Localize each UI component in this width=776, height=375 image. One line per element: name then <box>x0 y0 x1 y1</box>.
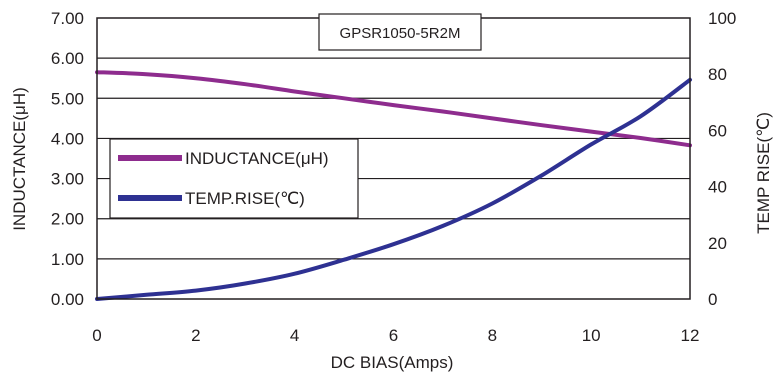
x-axis-label: DC BIAS(Amps) <box>331 353 454 372</box>
y-tick-label: 0.00 <box>51 290 84 309</box>
y2-tick-label: 60 <box>708 121 727 140</box>
y-tick-label: 4.00 <box>51 129 84 148</box>
x-tick-label: 2 <box>191 326 200 345</box>
y2-tick-label: 40 <box>708 178 727 197</box>
y2-tick-label: 0 <box>708 290 717 309</box>
chart-title-box: GPSR1050-5R2M <box>318 13 482 51</box>
legend: INDUCTANCE(μH) TEMP.RISE(℃) <box>109 138 359 219</box>
y-tick-label: 6.00 <box>51 49 84 68</box>
y-axis-ticks: 0.00 1.00 2.00 3.00 4.00 5.00 6.00 7.00 <box>51 9 84 309</box>
y2-axis-ticks: 0 20 40 60 80 100 <box>708 9 736 309</box>
series-line-temp-rise <box>95 77 692 301</box>
x-tick-label: 6 <box>389 326 398 345</box>
y-tick-label: 1.00 <box>51 250 84 269</box>
y2-tick-label: 100 <box>708 9 736 28</box>
chart-title: GPSR1050-5R2M <box>340 25 461 42</box>
y-tick-label: 3.00 <box>51 170 84 189</box>
y2-axis-label: TEMP RISE(℃) <box>754 112 773 234</box>
x-tick-label: 8 <box>488 326 497 345</box>
series-line-inductance <box>95 70 692 148</box>
y-axis-label: INDUCTANCE(μH) <box>10 87 29 231</box>
legend-label-temp-rise: TEMP.RISE(℃) <box>185 189 305 208</box>
y2-tick-label: 20 <box>708 234 727 253</box>
series-layer <box>95 70 692 301</box>
y-tick-label: 5.00 <box>51 89 84 108</box>
x-axis-ticks: 0 2 4 6 8 10 12 <box>92 326 699 345</box>
y2-tick-label: 80 <box>708 65 727 84</box>
y-tick-label: 7.00 <box>51 9 84 28</box>
y-tick-label: 2.00 <box>51 210 84 229</box>
x-tick-label: 0 <box>92 326 101 345</box>
legend-label-inductance: INDUCTANCE(μH) <box>185 149 329 168</box>
x-tick-label: 4 <box>290 326 299 345</box>
x-tick-label: 12 <box>681 326 700 345</box>
x-tick-label: 10 <box>582 326 601 345</box>
